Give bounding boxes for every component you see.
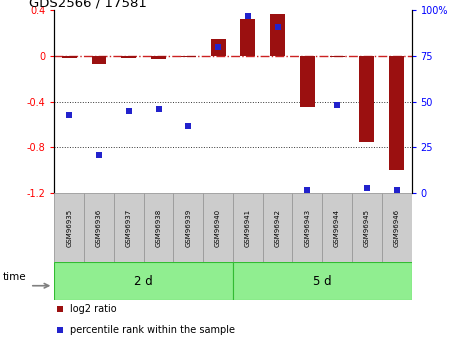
Bar: [92, 56, 106, 64]
Bar: [181, 56, 196, 57]
Bar: [84, 193, 114, 262]
Text: GSM96941: GSM96941: [245, 209, 251, 247]
Bar: [174, 193, 203, 262]
Text: 2 d: 2 d: [134, 275, 153, 288]
Text: log2 ratio: log2 ratio: [70, 305, 117, 314]
Text: GSM96939: GSM96939: [185, 209, 191, 247]
Text: time: time: [3, 272, 26, 282]
Text: GSM96940: GSM96940: [215, 209, 221, 247]
Text: GSM96938: GSM96938: [156, 209, 162, 247]
Text: GSM96942: GSM96942: [275, 209, 280, 247]
Bar: [300, 56, 315, 108]
Bar: [210, 39, 226, 56]
Bar: [240, 19, 255, 56]
Bar: [233, 193, 263, 262]
Bar: [352, 193, 382, 262]
Bar: [144, 193, 174, 262]
Bar: [330, 56, 344, 57]
Bar: [203, 193, 233, 262]
Bar: [122, 56, 136, 58]
Bar: [382, 193, 412, 262]
Text: GSM96946: GSM96946: [394, 209, 400, 247]
Bar: [114, 193, 144, 262]
Bar: [233, 262, 412, 300]
Bar: [151, 56, 166, 59]
Text: GSM96945: GSM96945: [364, 209, 370, 247]
Bar: [54, 262, 233, 300]
Text: GDS2566 / 17581: GDS2566 / 17581: [29, 0, 147, 9]
Text: GSM96935: GSM96935: [66, 209, 72, 247]
Text: GSM96936: GSM96936: [96, 209, 102, 247]
Bar: [263, 193, 292, 262]
Bar: [322, 193, 352, 262]
Bar: [270, 14, 285, 56]
Text: 5 d: 5 d: [313, 275, 332, 288]
Bar: [62, 56, 77, 58]
Text: GSM96937: GSM96937: [126, 209, 132, 247]
Text: GSM96943: GSM96943: [304, 209, 310, 247]
Bar: [389, 56, 404, 170]
Bar: [54, 193, 84, 262]
Bar: [359, 56, 374, 142]
Bar: [292, 193, 322, 262]
Text: percentile rank within the sample: percentile rank within the sample: [70, 325, 236, 335]
Text: GSM96944: GSM96944: [334, 209, 340, 247]
